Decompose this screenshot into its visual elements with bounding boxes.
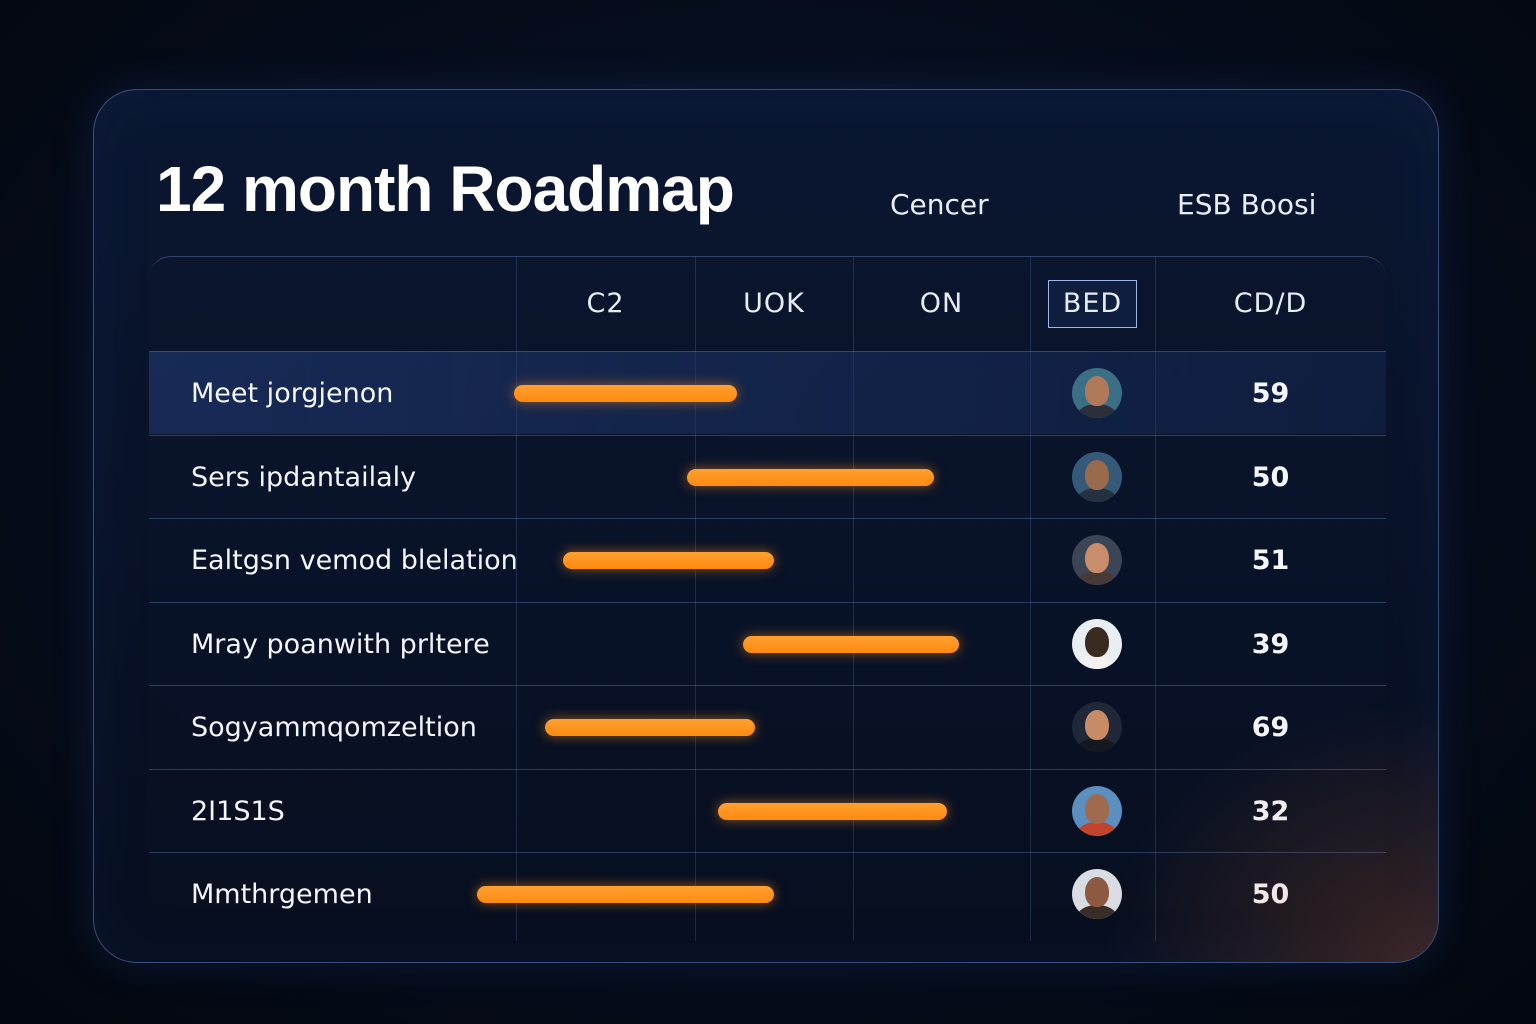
row-label: 2I1S1S — [191, 795, 285, 827]
timeline-bar[interactable] — [563, 552, 774, 569]
row-label: Ealtgsn vemod blelation — [191, 545, 518, 576]
row-score: 51 — [1251, 545, 1290, 576]
row-score: 59 — [1251, 378, 1290, 409]
row-score: 69 — [1251, 712, 1290, 743]
person-avatar-icon[interactable] — [1072, 618, 1122, 669]
table-row[interactable]: Sers ipdantailaly 50 — [149, 434, 1386, 518]
person-avatar-icon[interactable] — [1072, 785, 1122, 836]
column-header-row: C2 UOK ON BED CD/D — [149, 257, 1386, 351]
person-avatar-icon[interactable] — [1072, 702, 1122, 752]
roadmap-table: C2 UOK ON BED CD/D Meet jorgjenon 59 Sers … — [149, 256, 1386, 941]
person-avatar-icon[interactable] — [1072, 451, 1122, 502]
row-label: Mray poanwith prltere — [191, 628, 490, 660]
column-header-bed[interactable]: BED — [1030, 257, 1155, 351]
timeline-bar[interactable] — [476, 886, 774, 903]
table-row[interactable]: Ealtgsn vemod blelation 51 — [149, 518, 1386, 601]
header-link-cencer[interactable]: Cencer — [890, 188, 989, 221]
row-score: 39 — [1251, 628, 1290, 660]
row-label: Mmthrgemen — [191, 879, 373, 910]
table-row[interactable]: 2I1S1S 32 — [149, 768, 1386, 852]
row-label: Sers ipdantailaly — [191, 461, 417, 493]
row-score: 32 — [1251, 795, 1290, 827]
row-score: 50 — [1251, 879, 1290, 910]
timeline-bar[interactable] — [513, 385, 737, 402]
timeline-bar[interactable] — [544, 719, 756, 736]
table-row[interactable]: Meet jorgjenon 59 — [149, 351, 1386, 434]
table-row[interactable]: Mmthrgemen 50 — [149, 852, 1386, 935]
roadmap-card: 12 month Roadmap Cencer ESB Boosi C2 UOK… — [93, 89, 1439, 963]
person-avatar-icon[interactable] — [1072, 869, 1122, 919]
page-title: 12 month Roadmap — [156, 153, 735, 225]
person-avatar-icon[interactable] — [1072, 368, 1122, 418]
table-row[interactable]: Mray poanwith prltere 39 — [149, 601, 1386, 685]
person-avatar-icon[interactable] — [1072, 535, 1122, 585]
table-row[interactable]: Sogyammqomzeltion 69 — [149, 685, 1386, 768]
row-score: 50 — [1251, 461, 1290, 493]
timeline-bar[interactable] — [742, 635, 960, 653]
column-header-cdd[interactable]: CD/D — [1233, 288, 1308, 319]
column-header-uok[interactable]: UOK — [743, 288, 805, 319]
row-label: Meet jorgjenon — [191, 378, 394, 409]
header-link-esb-boosi[interactable]: ESB Boosi — [1177, 188, 1317, 221]
timeline-bar[interactable] — [687, 468, 935, 486]
column-header-c2[interactable]: C2 — [586, 288, 625, 319]
column-header-on[interactable]: ON — [919, 288, 964, 319]
timeline-bar[interactable] — [718, 802, 947, 820]
row-label: Sogyammqomzeltion — [191, 712, 477, 743]
